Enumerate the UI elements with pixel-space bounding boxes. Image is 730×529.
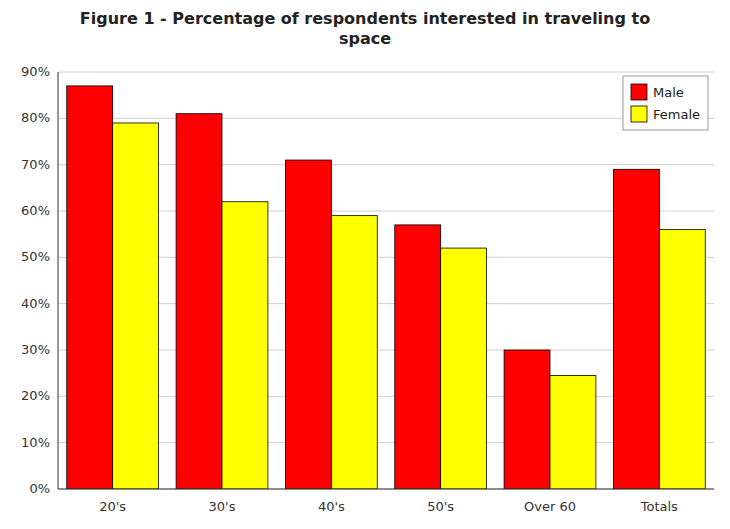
y-tick-label: 70%	[21, 157, 50, 172]
bar	[504, 350, 550, 489]
title: Figure 1 - Percentage of respondents int…	[80, 9, 650, 48]
x-axis	[58, 489, 714, 490]
y-tick-label: 40%	[21, 296, 50, 311]
bar	[222, 202, 268, 489]
y-tick-label: 60%	[21, 203, 50, 218]
bar	[67, 86, 113, 489]
legend-label: Male	[653, 85, 684, 100]
x-tick-label: Over 60	[524, 499, 576, 514]
legend: Male Female	[623, 76, 708, 130]
grid	[58, 72, 714, 489]
bar	[441, 248, 487, 489]
x-tick-label: 20's	[99, 499, 126, 514]
grid-line	[58, 72, 714, 73]
bar	[613, 169, 659, 489]
title-line: Figure 1 - Percentage of respondents int…	[80, 9, 650, 28]
bar	[176, 114, 222, 489]
y-tick-label: 30%	[21, 342, 50, 357]
grid-line	[58, 489, 714, 490]
x-tick-label: 30's	[209, 499, 236, 514]
bar	[395, 225, 441, 489]
y-tick-label: 50%	[21, 249, 50, 264]
bar	[550, 375, 596, 489]
y-tick-label: 10%	[21, 435, 50, 450]
y-tick-label: 0%	[29, 481, 50, 496]
bar	[285, 160, 331, 489]
y-tick-label: 90%	[21, 64, 50, 79]
legend-box	[623, 76, 708, 130]
x-tick-label: Totals	[640, 499, 678, 514]
legend-swatch	[631, 106, 647, 122]
grid-line	[58, 118, 714, 119]
bar	[659, 230, 705, 489]
y-tick-label: 20%	[21, 388, 50, 403]
legend-swatch	[631, 84, 647, 100]
bar	[113, 123, 159, 489]
x-tick-label: 50's	[427, 499, 454, 514]
y-tick-label: 80%	[21, 110, 50, 125]
x-tick-label: 40's	[318, 499, 345, 514]
legend-label: Female	[653, 107, 700, 122]
bars	[67, 86, 706, 489]
y-axis	[58, 72, 59, 489]
bar	[331, 216, 377, 489]
title-line: space	[339, 29, 391, 48]
chart: Figure 1 - Percentage of respondents int…	[0, 0, 730, 529]
